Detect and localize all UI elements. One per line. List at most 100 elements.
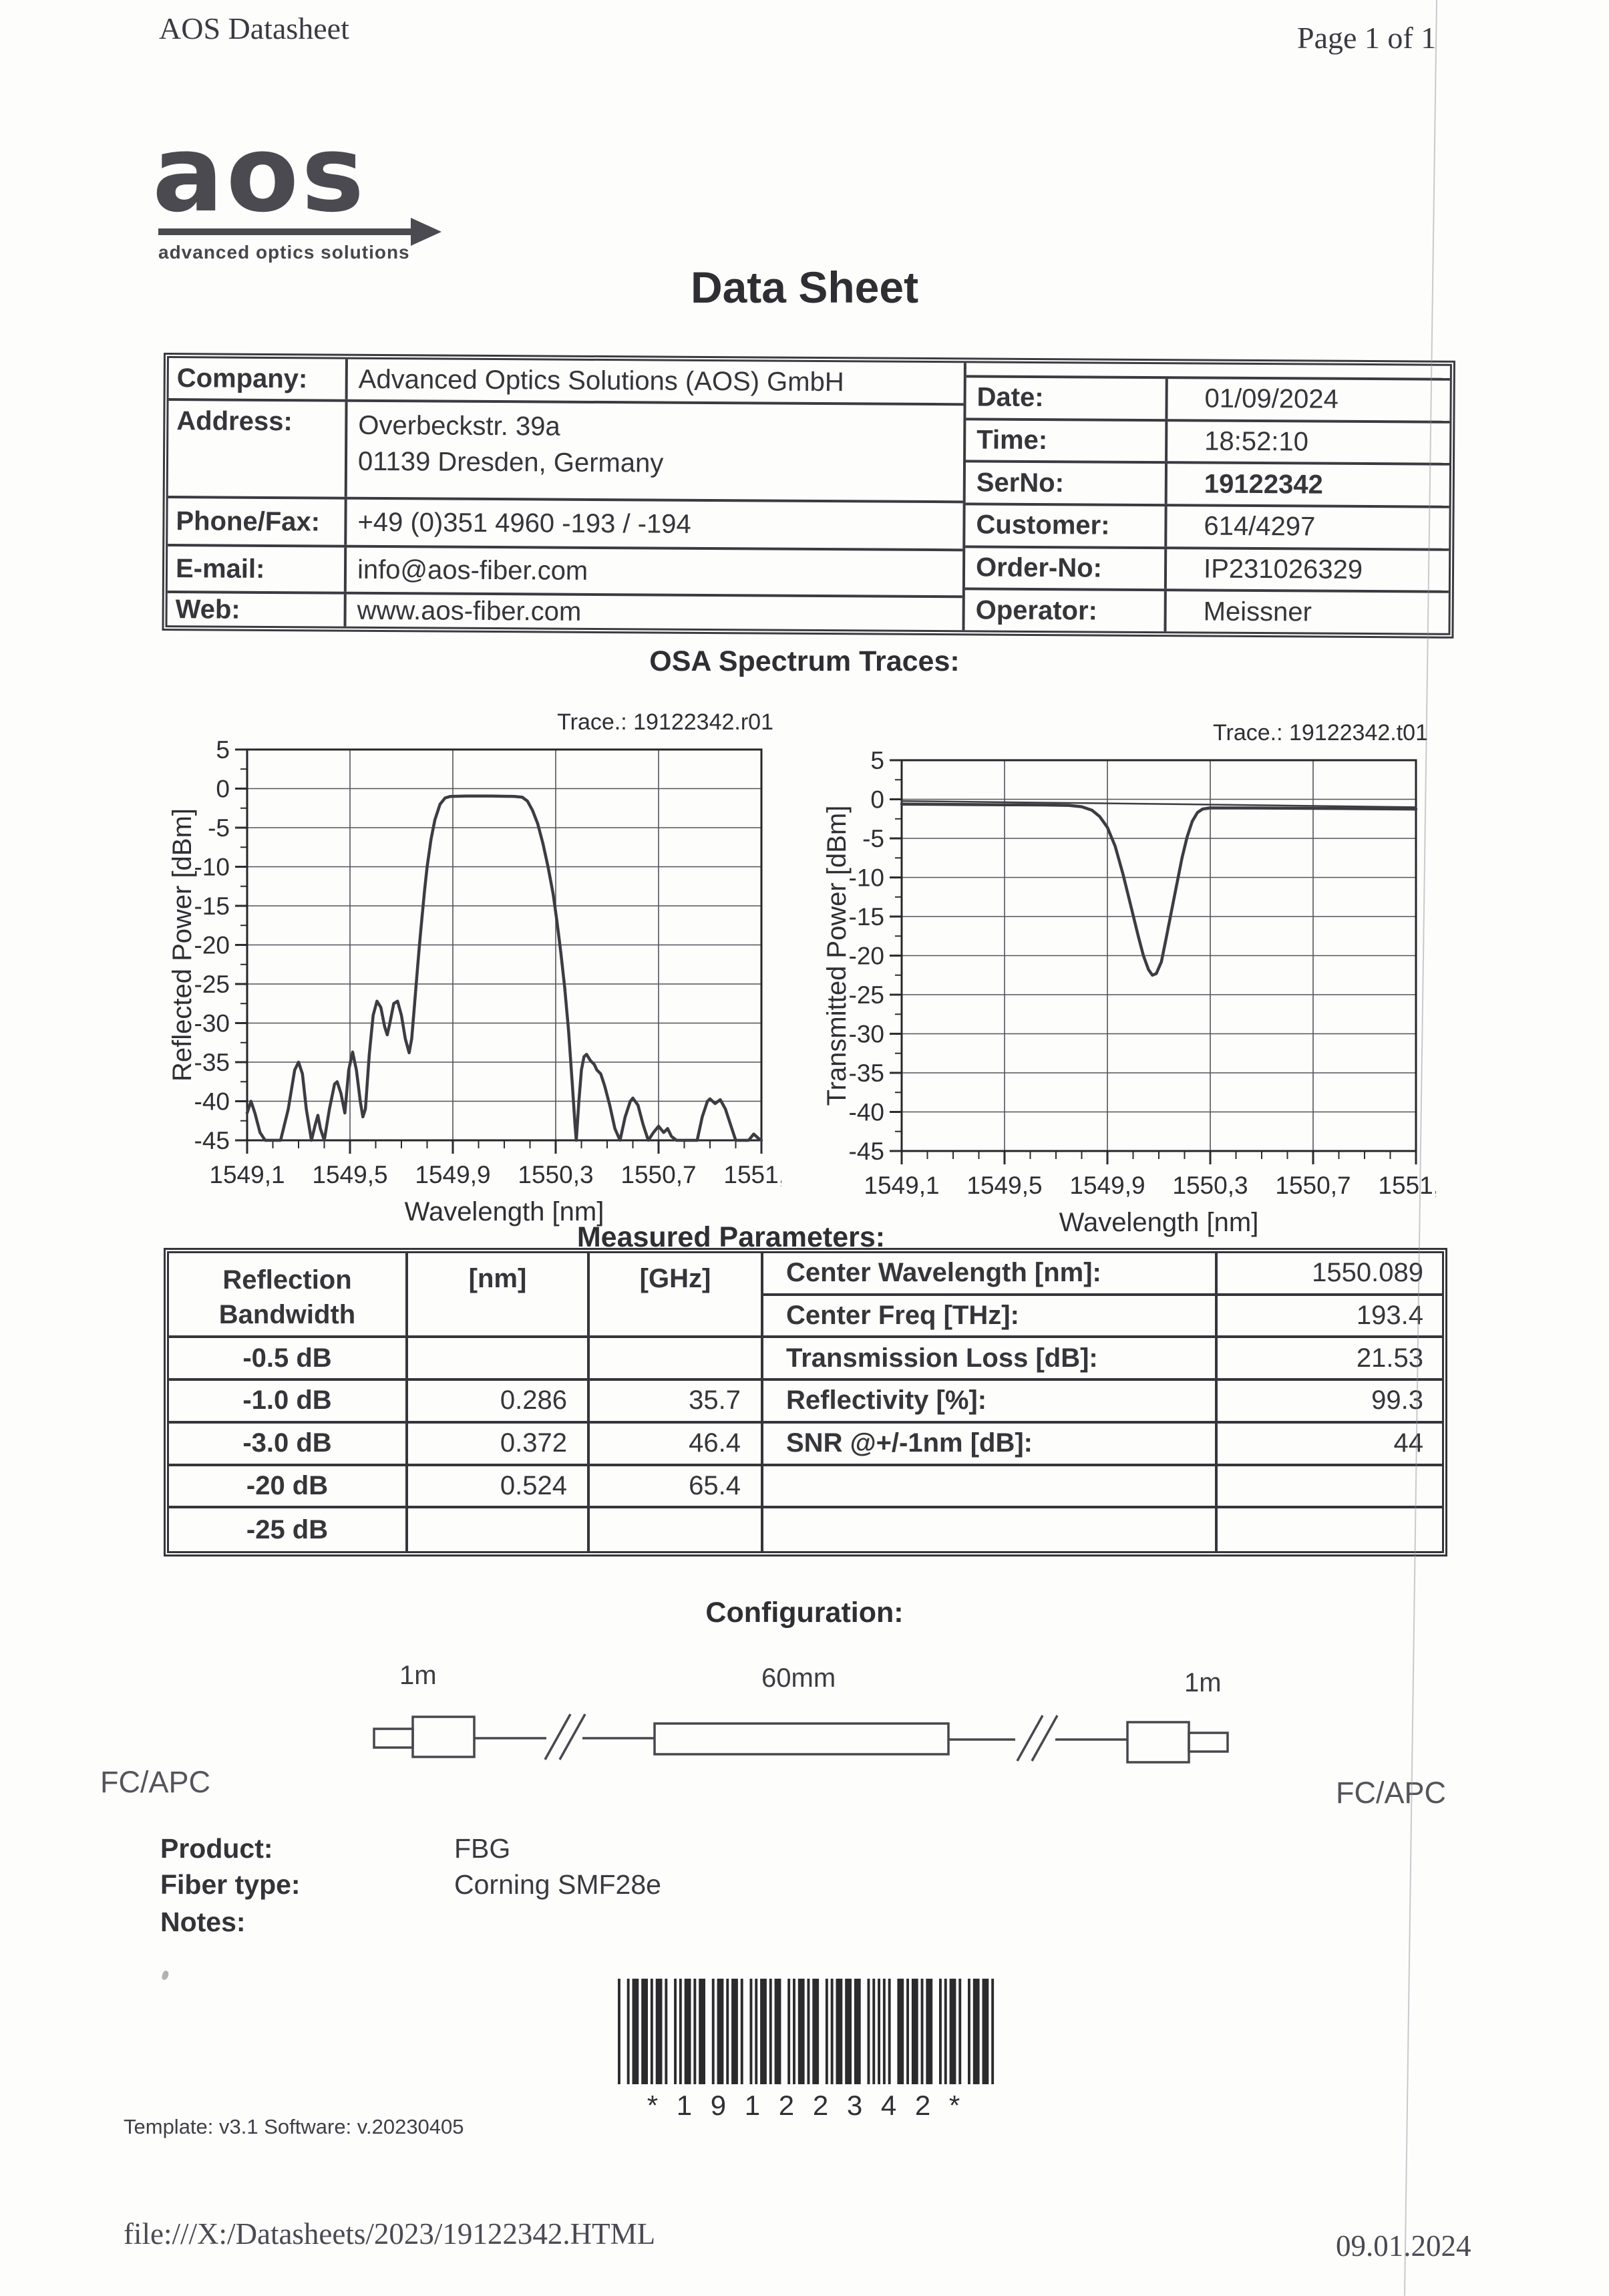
address-value: Overbeckstr. 39a 01139 Dresden, Germany <box>347 402 964 484</box>
order-info-block: Date: 01/09/2024 Time: 18:52:10 SerNo: 1… <box>962 363 1450 633</box>
page-number: Page 1 of 1 <box>1297 21 1437 55</box>
svg-text:-15: -15 <box>194 892 230 920</box>
svg-text:Transmitted Power [dBm]: Transmitted Power [dBm] <box>822 806 852 1106</box>
parameters-table: Reflection Bandwidth [nm] [GHz] Center W… <box>164 1248 1447 1556</box>
product-label: Product: <box>160 1833 273 1864</box>
param-label: Center Freq [THz]: <box>763 1295 1218 1339</box>
param-value: 21.53 <box>1218 1338 1442 1381</box>
svg-text:Trace.: 19122342.r01: Trace.: 19122342.r01 <box>557 709 773 735</box>
table-row: Web: www.aos-fiber.com <box>167 593 962 630</box>
logo-tagline: advanced optics solutions <box>158 242 410 263</box>
bandwidth-header: Reflection Bandwidth <box>169 1253 408 1339</box>
orderno-label: Order-No: <box>964 548 1168 589</box>
svg-text:1550,7: 1550,7 <box>1275 1172 1351 1199</box>
param-value: 1550.089 <box>1218 1253 1442 1296</box>
fiber-length-left-label: 1m <box>399 1661 437 1690</box>
orderno-value: IP231026329 <box>1203 554 1363 585</box>
customer-value: 614/4297 <box>1204 511 1316 542</box>
time-label: Time: <box>966 420 1168 462</box>
table-row: Phone/Fax: +49 (0)351 4960 -193 / -194 <box>168 498 963 552</box>
serno-label: SerNo: <box>965 462 1168 504</box>
svg-text:-30: -30 <box>849 1021 884 1048</box>
svg-text:-20: -20 <box>194 932 230 959</box>
bw-ghz-value: 46.4 <box>590 1423 763 1466</box>
connector-box-right <box>1126 1721 1190 1764</box>
param-label <box>763 1466 1218 1509</box>
svg-text:1550,3: 1550,3 <box>518 1161 593 1188</box>
time-value: 18:52:10 <box>1204 426 1309 457</box>
fbg-section-box <box>653 1722 950 1756</box>
svg-text:-10: -10 <box>849 864 884 892</box>
svg-text:1550,7: 1550,7 <box>620 1161 696 1188</box>
bw-ghz-value: 65.4 <box>590 1466 763 1509</box>
date-label: Date: <box>966 377 1168 419</box>
document-title: Data Sheet <box>690 263 919 312</box>
customer-label: Customer: <box>965 505 1168 546</box>
address-label: Address: <box>168 401 348 497</box>
logo-arrow-head-icon <box>411 218 441 246</box>
grating-length-label: 60mm <box>761 1663 836 1693</box>
table-row: Address: Overbeckstr. 39a 01139 Dresden,… <box>168 401 964 504</box>
email-value: info@aos-fiber.com <box>357 554 588 586</box>
svg-text:Trace.: 19122342.t01: Trace.: 19122342.t01 <box>1213 720 1428 746</box>
param-label: Transmission Loss [dB]: <box>763 1338 1218 1381</box>
phone-value: +49 (0)351 4960 -193 / -194 <box>357 507 691 539</box>
bw-nm-value <box>408 1508 590 1551</box>
svg-text:1550,3: 1550,3 <box>1172 1172 1248 1199</box>
svg-text:1551,1: 1551,1 <box>723 1161 781 1188</box>
notes-label: Notes: <box>160 1907 246 1937</box>
address-line2: 01139 Dresden, Germany <box>357 446 664 478</box>
nm-header: [nm] <box>408 1253 590 1339</box>
svg-text:-25: -25 <box>194 971 230 998</box>
bw-row-label: -3.0 dB <box>169 1423 408 1466</box>
web-label: Web: <box>167 593 347 627</box>
company-value: Advanced Optics Solutions (AOS) GmbH <box>358 364 844 397</box>
param-value: 44 <box>1218 1424 1442 1466</box>
barcode-text: * 1 9 1 2 2 3 4 2 * <box>647 2090 966 2121</box>
param-label <box>763 1508 1218 1551</box>
break-slash-icon <box>544 1713 572 1760</box>
table-row: Order-No: IP231026329 <box>964 548 1449 594</box>
bw-row-label: -20 dB <box>169 1466 408 1509</box>
svg-text:-40: -40 <box>194 1088 230 1116</box>
svg-text:Wavelength [nm]: Wavelength [nm] <box>1059 1208 1259 1237</box>
reflection-spectrum-chart: 5 0 -5 -10 -15 -20 -25 -30 -35 -40 -45 1549,1 1549,5… <box>167 703 799 1237</box>
param-value <box>1218 1466 1442 1509</box>
footer-file-path: file:///X:/Datasheets/2023/19122342.HTML <box>124 2217 656 2251</box>
svg-text:1549,5: 1549,5 <box>966 1172 1042 1199</box>
bw-nm-value: 0.524 <box>408 1466 590 1509</box>
bw-ghz-value <box>590 1338 763 1381</box>
table-row: SerNo: 19122342 <box>965 462 1450 508</box>
operator-label: Operator: <box>964 590 1167 632</box>
aos-logo: aos <box>152 113 367 236</box>
param-label: SNR @+/-1nm [dB]: <box>763 1423 1218 1466</box>
param-value: 193.4 <box>1218 1296 1442 1339</box>
table-row: E-mail: info@aos-fiber.com <box>167 546 963 599</box>
break-slash-icon <box>558 1713 586 1760</box>
company-label: Company: <box>168 358 348 399</box>
svg-text:-45: -45 <box>194 1127 230 1154</box>
company-info-block: Company: Advanced Optics Solutions (AOS)… <box>167 358 964 630</box>
web-value: www.aos-fiber.com <box>357 595 582 627</box>
svg-text:-35: -35 <box>849 1059 884 1087</box>
operator-value: Meissner <box>1203 597 1312 627</box>
param-value: 99.3 <box>1218 1381 1442 1424</box>
transmission-spectrum-chart: 5 0 -5 -10 -15 -20 -25 -30 -35 -40 -45 1549,1 1549,5… <box>822 713 1454 1248</box>
param-label: Center Wavelength [nm]: <box>763 1253 1218 1296</box>
svg-text:0: 0 <box>870 786 884 814</box>
bw-row-label: -0.5 dB <box>169 1338 408 1381</box>
fiber-type-value: Corning SMF28e <box>454 1869 661 1900</box>
fiber-configuration-diagram <box>373 1713 1229 1764</box>
address-line1: Overbeckstr. 39a <box>358 410 560 442</box>
product-value: FBG <box>454 1833 511 1864</box>
svg-text:5: 5 <box>216 736 230 764</box>
fiber-end-stub-left <box>373 1728 414 1749</box>
serial-barcode <box>618 1979 995 2088</box>
svg-text:-25: -25 <box>849 981 884 1009</box>
svg-text:-5: -5 <box>208 814 230 842</box>
bw-nm-value: 0.372 <box>408 1423 590 1466</box>
svg-text:Wavelength [nm]: Wavelength [nm] <box>405 1197 604 1226</box>
bw-ghz-value <box>590 1508 763 1551</box>
param-label: Reflectivity [%]: <box>763 1381 1218 1424</box>
